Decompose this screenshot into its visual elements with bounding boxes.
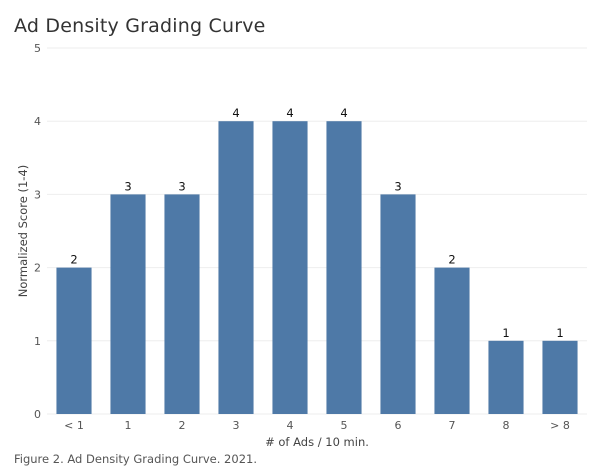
y-tick-label: 2 bbox=[34, 262, 41, 275]
data-label: 3 bbox=[178, 179, 185, 193]
x-tick-label: 2 bbox=[179, 419, 186, 432]
bar bbox=[434, 267, 470, 414]
data-label: 2 bbox=[70, 253, 77, 267]
bar bbox=[56, 267, 92, 414]
bar bbox=[542, 340, 578, 414]
x-tick-label: 1 bbox=[125, 419, 132, 432]
x-tick-label: 8 bbox=[503, 419, 510, 432]
x-tick-label: < 1 bbox=[64, 419, 84, 432]
y-axis-label: Normalized Score (1-4) bbox=[16, 165, 30, 298]
data-label: 2 bbox=[448, 253, 455, 267]
bar bbox=[326, 121, 362, 414]
data-label: 4 bbox=[340, 106, 347, 120]
x-tick-label: 3 bbox=[233, 419, 240, 432]
bar bbox=[272, 121, 308, 414]
data-label: 3 bbox=[394, 179, 401, 193]
bar bbox=[488, 340, 524, 414]
y-tick-label: 1 bbox=[34, 335, 41, 348]
x-tick-label: 6 bbox=[395, 419, 402, 432]
y-tick-label: 0 bbox=[34, 408, 41, 421]
data-label: 1 bbox=[556, 326, 563, 340]
y-tick-label: 5 bbox=[34, 42, 41, 55]
data-label: 4 bbox=[286, 106, 293, 120]
bar bbox=[218, 121, 254, 414]
x-tick-label: > 8 bbox=[550, 419, 570, 432]
x-tick-label: 7 bbox=[449, 419, 456, 432]
bar bbox=[380, 194, 416, 414]
y-tick-label: 3 bbox=[34, 188, 41, 201]
bar bbox=[164, 194, 200, 414]
chart-title: Ad Density Grading Curve bbox=[14, 15, 266, 37]
x-tick-label: 4 bbox=[287, 419, 294, 432]
y-tick-label: 4 bbox=[34, 115, 41, 128]
data-label: 4 bbox=[232, 106, 239, 120]
bar bbox=[110, 194, 146, 414]
x-tick-label: 5 bbox=[341, 419, 348, 432]
data-label: 3 bbox=[124, 179, 131, 193]
figure-caption: Figure 2. Ad Density Grading Curve. 2021… bbox=[14, 452, 257, 466]
data-label: 1 bbox=[502, 326, 509, 340]
x-axis-label: # of Ads / 10 min. bbox=[265, 435, 369, 449]
